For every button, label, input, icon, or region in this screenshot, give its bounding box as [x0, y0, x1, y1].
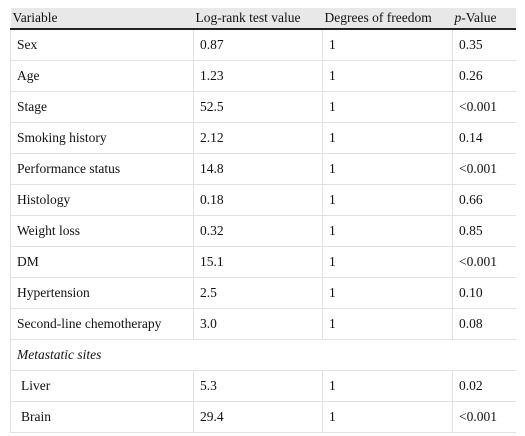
table-cell: 1 — [322, 184, 453, 216]
table-cell: Liver — [10, 370, 194, 402]
table-cell: 0.35 — [452, 28, 516, 61]
table-cell: 5.3 — [193, 370, 323, 402]
table-cell: 29.4 — [193, 401, 323, 433]
table-header: Variable Log-rank test value Degrees of … — [10, 8, 516, 30]
table-cell: 0.14 — [452, 122, 516, 154]
header-italic: p — [454, 10, 462, 25]
table-cell: 0.18 — [193, 184, 323, 216]
header-cell: Log-rank test value — [193, 8, 323, 30]
table-row: Liver 5.3 1 0.02 — [10, 370, 516, 402]
table-row: Age 1.23 1 0.26 — [10, 60, 516, 92]
table-cell: 1 — [322, 277, 453, 309]
table-cell: 1 — [322, 153, 453, 185]
table-cell: 2.12 — [193, 122, 323, 154]
table-row: Metastatic sites — [10, 339, 516, 371]
table-row: Sex 0.87 1 0.35 — [10, 28, 516, 61]
table-cell: 0.26 — [452, 60, 516, 92]
table-cell: 0.87 — [193, 28, 323, 61]
table-cell: 52.5 — [193, 91, 323, 123]
table-row: Second-line chemotherapy 3.0 1 0.08 — [10, 308, 516, 340]
table-cell: 1 — [322, 91, 453, 123]
table-row: Weight loss 0.32 1 0.85 — [10, 215, 516, 247]
table-cell: Performance status — [10, 153, 194, 185]
table-cell: Hypertension — [10, 277, 194, 309]
header-row: Variable Log-rank test value Degrees of … — [10, 8, 516, 30]
table-cell: 1 — [322, 28, 453, 61]
header-cell: p-Value — [452, 8, 516, 30]
table-row: Smoking history 2.12 1 0.14 — [10, 122, 516, 154]
table-cell: 0.66 — [452, 184, 516, 216]
table-row: Brain 29.4 1 <0.001 — [10, 401, 516, 433]
table-cell: Weight loss — [10, 215, 194, 247]
table-cell: Smoking history — [10, 122, 194, 154]
table: Variable Log-rank test value Degrees of … — [10, 8, 516, 433]
table-cell: Histology — [10, 184, 194, 216]
table-cell: 3.0 — [193, 308, 323, 340]
table-row: Stage 52.5 1 <0.001 — [10, 91, 516, 123]
table-cell: 1 — [322, 370, 453, 402]
header-cell: Variable — [10, 8, 194, 30]
table-cell: <0.001 — [452, 153, 516, 185]
table-cell: 0.02 — [452, 370, 516, 402]
table-cell: 0.10 — [452, 277, 516, 309]
table-cell: 1 — [322, 215, 453, 247]
table-cell: 1.23 — [193, 60, 323, 92]
table-cell: Brain — [10, 401, 194, 433]
table-cell: 1 — [322, 308, 453, 340]
table-cell: 0.08 — [452, 308, 516, 340]
table-cell: 14.8 — [193, 153, 323, 185]
table-cell: 1 — [322, 401, 453, 433]
table-cell: Second-line chemotherapy — [10, 308, 194, 340]
table-cell: 0.32 — [193, 215, 323, 247]
table-cell: 2.5 — [193, 277, 323, 309]
table-cell: DM — [10, 246, 194, 278]
table-row: Histology 0.18 1 0.66 — [10, 184, 516, 216]
table-cell: Stage — [10, 91, 194, 123]
table-container: Variable Log-rank test value Degrees of … — [10, 8, 516, 436]
table-cell: <0.001 — [452, 401, 516, 433]
table-cell: <0.001 — [452, 91, 516, 123]
section-cell: Metastatic sites — [10, 339, 516, 371]
header-text: -Value — [461, 10, 497, 25]
table-cell: 1 — [322, 122, 453, 154]
table-cell: Age — [10, 60, 194, 92]
table-cell: 0.85 — [452, 215, 516, 247]
table-body: Sex 0.87 1 0.35 Age 1.23 1 0.26 Stage 52.5 1 <0.001… — [10, 28, 516, 433]
table-row: Performance status 14.8 1 <0.001 — [10, 153, 516, 185]
header-cell: Degrees of freedom — [322, 8, 453, 30]
table-row: DM 15.1 1 <0.001 — [10, 246, 516, 278]
table-row: Hypertension 2.5 1 0.10 — [10, 277, 516, 309]
table-cell: 1 — [322, 60, 453, 92]
table-cell: Sex — [10, 28, 194, 61]
table-cell: <0.001 — [452, 246, 516, 278]
table-cell: 15.1 — [193, 246, 323, 278]
table-cell: 1 — [322, 246, 453, 278]
